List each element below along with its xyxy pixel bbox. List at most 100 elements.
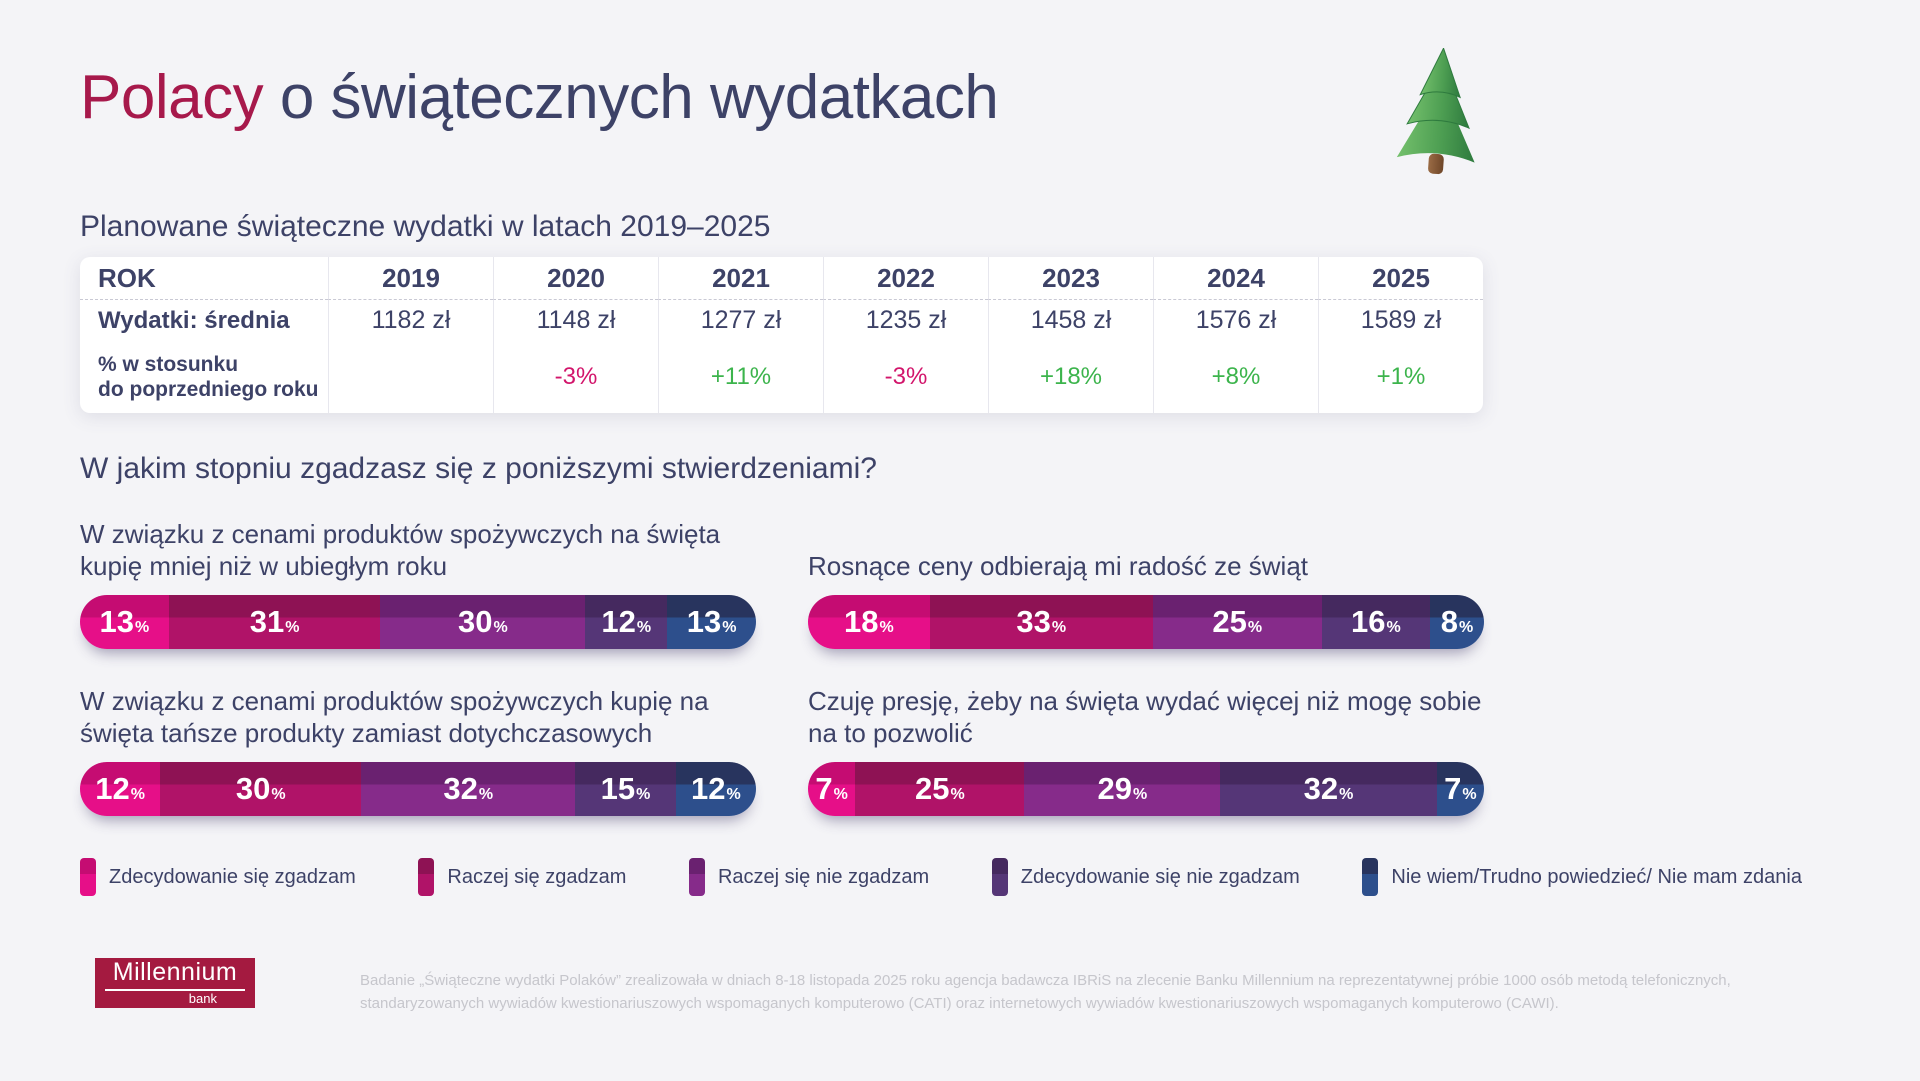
survey-chart-1: W związku z cenami produktów spożywczych… bbox=[80, 512, 756, 649]
segment-value-label: 12% bbox=[95, 771, 145, 807]
table-cell-average-2025: 1589 zł bbox=[1318, 299, 1483, 341]
legend-color-chip bbox=[991, 858, 1008, 896]
survey-chart-3: W związku z cenami produktów spożywczych… bbox=[80, 679, 756, 816]
segment-value-label: 29% bbox=[1097, 771, 1147, 807]
legend-label: Zdecydowanie się nie zgadzam bbox=[1020, 865, 1300, 888]
segment-value: 30 bbox=[458, 604, 493, 639]
segment-percent-sign: % bbox=[271, 786, 286, 803]
table-cell-change-2025: +1% bbox=[1318, 341, 1483, 413]
legend-label: Nie wiem/Trudno powiedzieć/ Nie mam zdan… bbox=[1391, 865, 1802, 888]
survey-question: W jakim stopniu zgadzasz się z poniższym… bbox=[80, 452, 877, 485]
segment-percent-sign: % bbox=[1339, 786, 1354, 803]
segment-value-label: 7% bbox=[1444, 771, 1476, 807]
segment-percent-sign: % bbox=[1458, 619, 1474, 636]
segment-value: 15 bbox=[600, 771, 636, 806]
segment-percent-sign: % bbox=[950, 786, 965, 803]
bar-segment-raczej-si-zgadzam: 30% bbox=[160, 762, 362, 816]
legend-color-chip bbox=[1362, 858, 1379, 896]
segment-value: 7 bbox=[1444, 771, 1462, 806]
table-cell-change-2021: +11% bbox=[658, 341, 823, 413]
legend-item-5: Nie wiem/Trudno powiedzieć/ Nie mam zdan… bbox=[1362, 858, 1802, 896]
segment-value-label: 33% bbox=[1016, 604, 1066, 640]
bar-segment-zdecydowanie-si-zgadzam: 13% bbox=[80, 595, 169, 649]
segment-percent-sign: % bbox=[493, 619, 508, 636]
segment-percent-sign: % bbox=[285, 619, 300, 636]
bar-segment-zdecydowanie-si-nie-zgadzam: 15% bbox=[575, 762, 676, 816]
methodology-note-line1: Badanie „Świąteczne wydatki Polaków” zre… bbox=[360, 972, 1731, 989]
christmas-tree-icon bbox=[1396, 48, 1475, 175]
bar-segment-raczej-si-nie-zgadzam: 29% bbox=[1024, 762, 1221, 816]
segment-percent-sign: % bbox=[130, 786, 146, 803]
chart-legend: Zdecydowanie się zgadzam Raczej się zgadz… bbox=[80, 858, 1802, 896]
segment-value: 25 bbox=[914, 771, 950, 806]
bar-segment-nie-wiem-trudno-powiedzie-nie-mam-zdania: 12% bbox=[675, 762, 756, 816]
legend-color-chip bbox=[688, 858, 705, 896]
segment-value: 12 bbox=[690, 771, 726, 806]
segment-percent-sign: % bbox=[1132, 786, 1148, 803]
segment-value-label: 8% bbox=[1441, 604, 1473, 640]
stacked-bar: 18% 33% 25% 16% 8% bbox=[808, 595, 1484, 649]
legend-color-chip bbox=[418, 858, 435, 896]
segment-value: 7 bbox=[815, 771, 833, 806]
bar-segment-zdecydowanie-si-zgadzam: 7% bbox=[808, 762, 856, 816]
survey-charts: W związku z cenami produktów spożywczych… bbox=[80, 512, 1484, 816]
segment-value-label: 30% bbox=[458, 604, 508, 640]
logo-bank: bank bbox=[188, 991, 217, 1007]
bar-segment-zdecydowanie-si-nie-zgadzam: 32% bbox=[1220, 762, 1437, 816]
segment-percent-sign: % bbox=[1247, 619, 1263, 636]
legend-color-chip bbox=[80, 858, 96, 896]
segment-percent-sign: % bbox=[1462, 786, 1477, 803]
segment-value: 13 bbox=[686, 604, 722, 639]
segment-value-label: 16% bbox=[1351, 604, 1401, 640]
table-header-year-2019: 2019 bbox=[328, 257, 493, 299]
legend-item-4: Zdecydowanie się nie zgadzam bbox=[991, 858, 1300, 896]
table-cell-change-2022: -3% bbox=[823, 341, 988, 413]
bar-segment-raczej-si-zgadzam: 33% bbox=[929, 595, 1153, 649]
table-cell-average-2024: 1576 zł bbox=[1153, 299, 1318, 341]
segment-value-label: 32% bbox=[443, 771, 493, 807]
segment-value: 33 bbox=[1016, 604, 1051, 639]
statement-text: Czuję presję, żeby na święta wydać więce… bbox=[808, 685, 1482, 748]
legend-label: Zdecydowanie się zgadzam bbox=[109, 865, 356, 888]
survey-chart-2: Rosnące ceny odbierają mi radość ze świą… bbox=[808, 512, 1484, 649]
bar-segment-raczej-si-zgadzam: 25% bbox=[855, 762, 1025, 816]
segment-value: 30 bbox=[235, 771, 271, 806]
millennium-bank-logo: Millennium bank bbox=[95, 958, 255, 1008]
segment-value: 8 bbox=[1440, 604, 1458, 639]
legend-item-2: Raczej się zgadzam bbox=[418, 858, 626, 896]
table-cell-average-2023: 1458 zł bbox=[988, 299, 1153, 341]
segment-value: 13 bbox=[99, 604, 134, 639]
segment-value-label: 12% bbox=[601, 604, 651, 640]
segment-percent-sign: % bbox=[833, 786, 848, 803]
table-row-label-change: % w stosunku do poprzedniego roku bbox=[80, 341, 328, 413]
table-cell-change-2019 bbox=[328, 341, 493, 413]
table-cell-change-2023: +18% bbox=[988, 341, 1153, 413]
table-header-year-2021: 2021 bbox=[658, 257, 823, 299]
segment-value-label: 25% bbox=[915, 771, 965, 807]
table-cell-change-2020: -3% bbox=[493, 341, 658, 413]
table-header-year-2020: 2020 bbox=[493, 257, 658, 299]
segment-value-label: 12% bbox=[691, 771, 741, 807]
statement-text: W związku z cenami produktów spożywczych… bbox=[80, 685, 709, 748]
legend-label: Raczej się zgadzam bbox=[447, 865, 627, 888]
legend-item-3: Raczej się nie zgadzam bbox=[688, 858, 929, 896]
segment-value-label: 31% bbox=[250, 604, 300, 640]
segment-value: 29 bbox=[1097, 771, 1132, 806]
bar-segment-zdecydowanie-si-zgadzam: 12% bbox=[80, 762, 161, 816]
page-title-accent: Polacy bbox=[80, 63, 264, 132]
change-label-line1: % w stosunku bbox=[98, 352, 239, 376]
segment-percent-sign: % bbox=[636, 619, 652, 636]
methodology-note-line2: standaryzowanych wywiadów kwestionariusz… bbox=[360, 995, 1559, 1013]
bar-segment-nie-wiem-trudno-powiedzie-nie-mam-zdania: 8% bbox=[1429, 595, 1484, 649]
segment-value: 12 bbox=[601, 604, 636, 639]
change-label-line2: do poprzedniego roku bbox=[98, 378, 319, 401]
stacked-bar: 7% 25% 29% 32% 7% bbox=[808, 762, 1484, 816]
segment-percent-sign: % bbox=[1386, 619, 1401, 636]
bar-segment-raczej-si-nie-zgadzam: 32% bbox=[361, 762, 576, 816]
segment-value: 16 bbox=[1350, 604, 1386, 639]
table-header-year-2025: 2025 bbox=[1318, 257, 1483, 299]
segment-percent-sign: % bbox=[879, 619, 894, 636]
table-cell-change-2024: +8% bbox=[1153, 341, 1318, 413]
segment-value: 32 bbox=[1303, 771, 1339, 806]
survey-chart-4: Czuję presję, żeby na święta wydać więce… bbox=[808, 679, 1484, 816]
